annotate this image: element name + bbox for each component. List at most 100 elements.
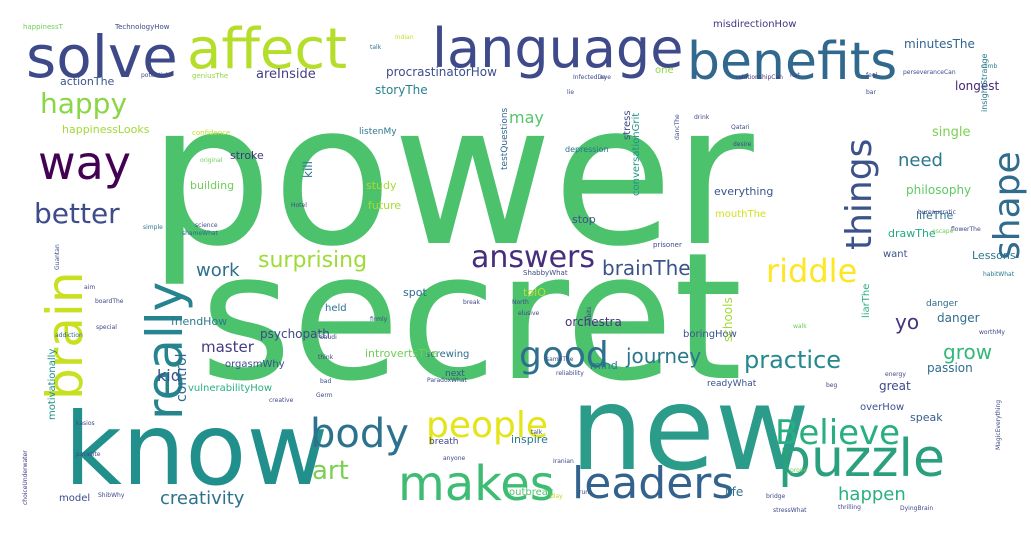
word-listenmy: listenMy: [359, 127, 397, 137]
word-misdirectionhow: misdirectionHow: [713, 19, 797, 30]
word-shape: shape: [987, 151, 1028, 260]
word-power: power: [148, 62, 754, 290]
word-everything: everything: [714, 185, 774, 198]
word-life: life: [725, 485, 744, 499]
word-happinesslooks: happinessLooks: [62, 123, 150, 136]
word-lifethe: lifeThe: [916, 209, 954, 222]
word-orgasmwhy: orgasmWhy: [225, 359, 285, 370]
word-better: better: [34, 197, 120, 230]
word-surprising: surprising: [258, 248, 368, 273]
word-elusive: elusive: [518, 310, 540, 317]
word-simple: simple: [143, 224, 163, 231]
word-original: original: [200, 157, 223, 164]
word-puzzle: puzzle: [778, 429, 945, 489]
word-mind: mind: [590, 359, 618, 372]
word-testquestions: testQuestions: [500, 107, 510, 170]
word-motivationally: motivationally: [47, 348, 58, 420]
word-dyingbrain: DyingBrain: [900, 505, 934, 512]
word-drink: drink: [694, 114, 710, 121]
word-happinesst: happinessT: [23, 23, 63, 31]
word-friendhow: friendHow: [171, 315, 228, 328]
word-boringhow: boringHow: [683, 329, 737, 340]
word-building: building: [190, 179, 235, 192]
word-happen: happen: [838, 484, 906, 505]
word-flowerthe: flowerThe: [951, 226, 981, 233]
word-bureaucratic: bureaucratic: [918, 209, 956, 216]
word-thrilling: thrilling: [838, 504, 861, 511]
word-addiction: addiction: [55, 332, 83, 339]
word-reliability: reliability: [556, 370, 584, 377]
word-qatari: Qatari: [731, 124, 750, 131]
word-perseverancecan: perseveranceCan: [903, 69, 956, 76]
word-technologyhow: TechnologyHow: [115, 23, 170, 31]
word-hat: hat: [790, 72, 800, 79]
word-potential: potential: [141, 72, 168, 79]
word-passion: passion: [927, 361, 973, 375]
word-feel: feel: [866, 72, 878, 79]
word-held: held: [325, 303, 347, 314]
word-habitwhat: habitWhat: [983, 271, 1015, 278]
word-philosophy: philosophy: [906, 183, 972, 197]
word-indian: Indian: [395, 34, 414, 41]
word-storythe: storyThe: [375, 83, 428, 97]
word-minutesthe: minutesThe: [904, 37, 975, 51]
word-eye: eye: [600, 74, 611, 81]
word-saudi: Saudi: [320, 334, 337, 341]
word-iranian: Iranian: [553, 458, 574, 465]
word-dancthe: dancThe: [674, 114, 681, 140]
word-need: need: [898, 150, 943, 171]
word-believe: Believe: [775, 413, 901, 453]
word-liarthe: liarThe: [861, 283, 872, 318]
word-leaders: leaders: [572, 458, 735, 509]
word-schools: schools: [721, 297, 735, 342]
word-boardthe: boardThe: [95, 298, 124, 305]
word-anyone: anyone: [443, 455, 466, 462]
word-special: special: [96, 324, 117, 331]
word-secret: secret: [200, 215, 743, 420]
word-talk: talk: [370, 44, 382, 51]
word-practice: practice: [744, 346, 842, 374]
word-future: future: [368, 199, 402, 212]
word-toio: toIO: [523, 286, 546, 299]
word-next: next: [445, 369, 465, 379]
word-stress: stress: [622, 110, 633, 140]
word-speak: speak: [910, 411, 943, 424]
word-study: study: [366, 179, 397, 192]
word-energy: energy: [885, 371, 906, 378]
word-screwing: screwing: [425, 349, 470, 360]
word-solve: solve: [26, 23, 178, 91]
word-things: things: [839, 138, 880, 250]
word-firmly: firmly: [370, 316, 388, 323]
word-north: North: [512, 299, 529, 306]
word-language: language: [432, 17, 684, 80]
word-germ: Germ: [316, 392, 333, 399]
word-geniusthe: geniusThe: [192, 72, 229, 80]
word-outbreak: outbreak: [509, 487, 554, 498]
word-play: play: [550, 493, 563, 500]
word-walk: walk: [793, 323, 807, 330]
word-readywhat: readyWhat: [707, 379, 757, 389]
word-breath: breath: [429, 437, 459, 447]
word-paradoxwhat: ParadoxWhat: [427, 377, 467, 384]
word-lie: lie: [567, 89, 575, 96]
word-actionthe: actionThe: [60, 75, 115, 88]
word-creativity: creativity: [160, 488, 245, 509]
word-brainthe: brainThe: [602, 256, 691, 280]
word-choiceunderwater: choiceUnderwater: [22, 450, 29, 505]
word-inspire: inspire: [511, 433, 548, 446]
word-depression: depression: [565, 145, 609, 154]
word-hotel: Hotel: [291, 202, 307, 209]
word-lessons: Lessons: [972, 249, 1016, 262]
word-bridge: bridge: [766, 493, 786, 500]
word-danger: danger: [926, 299, 958, 309]
word-great: great: [879, 379, 911, 393]
word-stresswhat: stressWhat: [773, 507, 807, 514]
word-aim: aim: [84, 284, 96, 291]
word-happy: happy: [40, 87, 128, 120]
word-habits: habits: [586, 306, 593, 325]
word-introvertsthe: introvertsThe: [365, 347, 439, 360]
word-conversationgrit: conversationGrit: [631, 112, 642, 196]
word-drawthe: drawThe: [888, 227, 936, 240]
word-mouththe: mouthThe: [715, 209, 767, 220]
